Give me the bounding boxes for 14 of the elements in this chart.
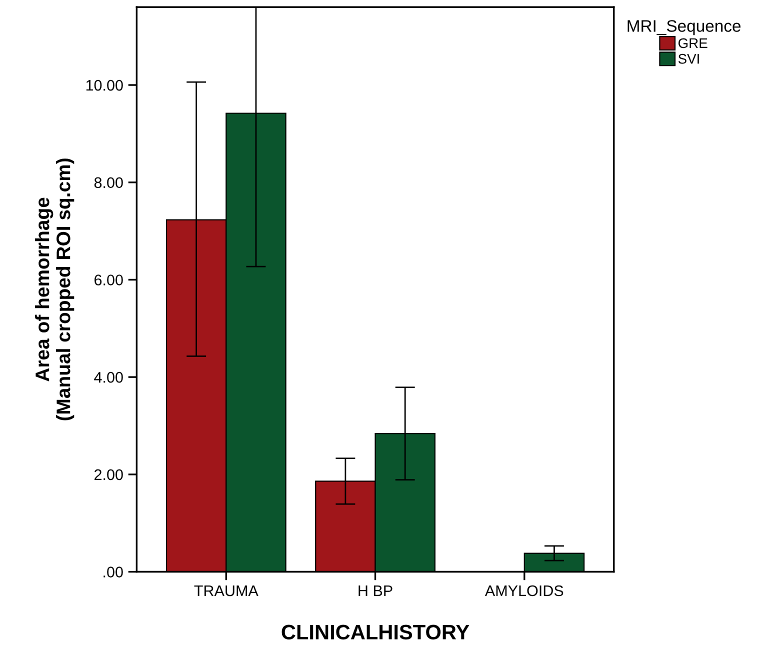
legend-label: SVI (678, 54, 699, 64)
y-axis-title: Area of hemorrhage (Manual cropped ROI sq.cm) (34, 158, 74, 420)
legend-label: GRE (678, 38, 708, 48)
y-tick-label: .00 (104, 566, 123, 578)
x-tick-label: TRAUMA (194, 586, 258, 596)
x-axis-title: CLINICALHISTORY (282, 624, 470, 640)
y-tick-label: 2.00 (94, 469, 123, 480)
y-tick-label: 4.00 (94, 372, 123, 383)
y-tick-label: 8.00 (94, 177, 123, 188)
y-tick-label: 6.00 (94, 274, 123, 286)
legend-title: MRI_Sequence (628, 20, 741, 36)
y-tick-label: 10.00 (86, 80, 123, 91)
x-tick-label: H BP (358, 586, 392, 596)
x-tick-label: AMYLOIDS (484, 585, 564, 596)
